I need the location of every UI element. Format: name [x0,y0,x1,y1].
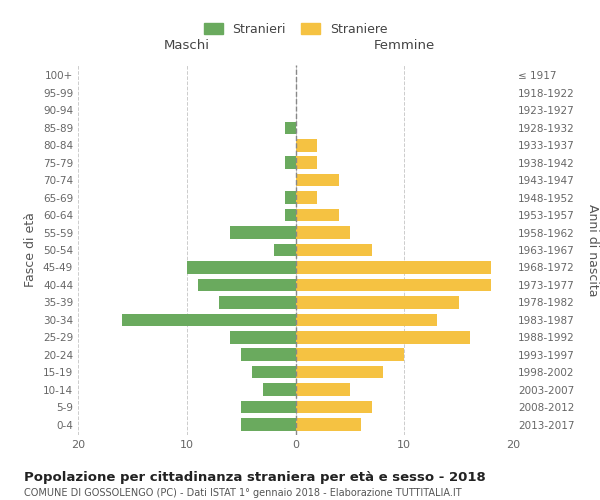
Bar [241,348,296,361]
Bar [296,418,361,431]
Bar [274,244,296,256]
Bar [187,261,296,274]
Bar [252,366,296,378]
Text: Femmine: Femmine [374,39,435,52]
Bar [296,156,317,169]
Bar [296,209,339,222]
Bar [296,296,458,308]
Text: COMUNE DI GOSSOLENGO (PC) - Dati ISTAT 1° gennaio 2018 - Elaborazione TUTTITALIA: COMUNE DI GOSSOLENGO (PC) - Dati ISTAT 1… [24,488,461,498]
Bar [220,296,296,308]
Bar [284,156,296,169]
Bar [284,192,296,204]
Bar [230,331,296,344]
Bar [296,278,491,291]
Bar [121,314,296,326]
Y-axis label: Fasce di età: Fasce di età [25,212,37,288]
Bar [296,261,491,274]
Bar [296,384,350,396]
Bar [263,384,296,396]
Text: Popolazione per cittadinanza straniera per età e sesso - 2018: Popolazione per cittadinanza straniera p… [24,471,486,484]
Bar [241,401,296,413]
Bar [284,209,296,222]
Bar [296,401,371,413]
Y-axis label: Anni di nascita: Anni di nascita [586,204,599,296]
Bar [296,331,470,344]
Text: Maschi: Maschi [164,39,210,52]
Bar [296,244,371,256]
Bar [230,226,296,239]
Bar [296,348,404,361]
Bar [296,366,383,378]
Bar [296,314,437,326]
Bar [296,192,317,204]
Bar [296,174,339,186]
Bar [296,226,350,239]
Bar [197,278,296,291]
Bar [284,122,296,134]
Bar [296,139,317,151]
Bar [241,418,296,431]
Legend: Stranieri, Straniere: Stranieri, Straniere [204,23,387,36]
